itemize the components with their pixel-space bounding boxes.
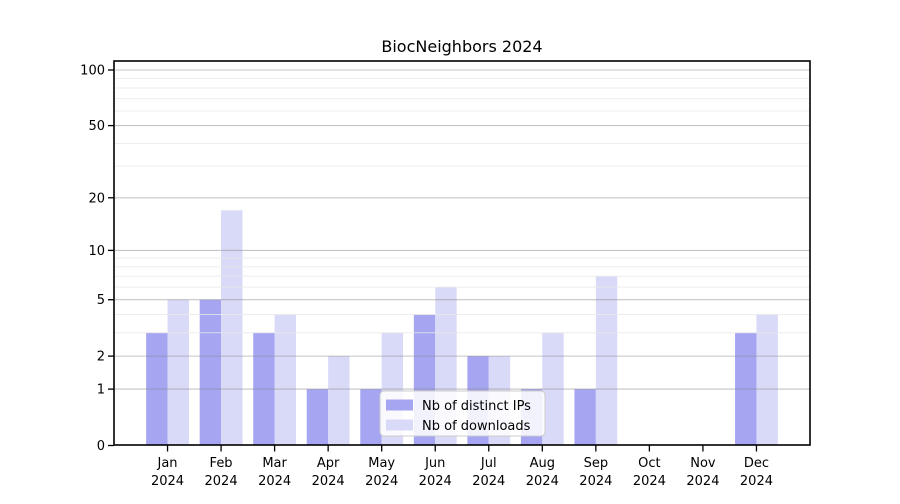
y-tick-label-1: 1 — [97, 383, 105, 398]
legend: Nb of distinct IPs Nb of downloads — [379, 390, 546, 437]
x-tick-label-year-sep: 2024 — [579, 474, 612, 489]
x-tick-label-year-jul: 2024 — [472, 474, 505, 489]
legend-swatch-downloads — [386, 419, 413, 431]
x-tick-label-month-sep: Sep — [584, 456, 609, 471]
x-tick-label-year-oct: 2024 — [633, 474, 666, 489]
x-tick-label-year-dec: 2024 — [740, 474, 773, 489]
bar-apr-downloads — [328, 356, 350, 446]
chart-title: BiocNeighbors 2024 — [381, 37, 542, 56]
bar-apr-distinct-ips — [306, 389, 329, 446]
x-tick-label-month-apr: Apr — [317, 456, 340, 471]
x-tick-label-year-feb: 2024 — [205, 474, 238, 489]
plot-frame — [113, 60, 811, 446]
y-tick-label-2: 2 — [97, 350, 105, 365]
legend-label-distinct-ips: Nb of distinct IPs — [422, 399, 531, 414]
y-tick-label-5: 5 — [97, 293, 105, 308]
bar-sep-downloads — [595, 276, 618, 446]
y-tick-label-100: 100 — [80, 64, 105, 79]
legend-label-downloads: Nb of downloads — [422, 419, 531, 434]
x-tick-label-month-oct: Oct — [638, 456, 660, 471]
legend-swatch-distinct-ips — [386, 399, 413, 411]
bar-may-distinct-ips — [360, 389, 382, 446]
grid-layer — [114, 69, 810, 390]
legend-box — [379, 390, 546, 437]
bar-dec-downloads — [756, 314, 778, 446]
x-tick-label-month-jul: Jul — [480, 456, 497, 471]
y-tick-label-10: 10 — [88, 244, 105, 259]
y-tick-label-0: 0 — [97, 439, 105, 454]
x-tick-label-year-aug: 2024 — [526, 474, 559, 489]
ticks-layer: 0 1 2 5 10 20 50 100 Jan 2024 Feb 2024 Mar 2024 Apr 202… — [80, 64, 773, 490]
x-tick-label-year-jun: 2024 — [419, 474, 452, 489]
x-tick-label-month-feb: Feb — [210, 456, 233, 471]
x-tick-label-year-nov: 2024 — [686, 474, 719, 489]
x-tick-label-month-dec: Dec — [744, 456, 769, 471]
x-tick-label-month-jun: Jun — [424, 456, 445, 471]
x-tick-label-month-aug: Aug — [530, 456, 555, 471]
y-tick-label-50: 50 — [88, 119, 105, 134]
bar-feb-downloads — [221, 210, 243, 446]
bar-sep-distinct-ips — [574, 389, 596, 446]
x-tick-label-year-jan: 2024 — [151, 474, 184, 489]
x-tick-label-year-may: 2024 — [365, 474, 398, 489]
y-tick-label-20: 20 — [88, 191, 105, 206]
bar-jan-downloads — [167, 299, 189, 446]
x-tick-label-month-nov: Nov — [690, 456, 716, 471]
bar-feb-distinct-ips — [199, 299, 222, 446]
x-tick-label-month-mar: Mar — [262, 456, 287, 471]
bar-mar-downloads — [274, 314, 297, 446]
x-tick-label-month-jan: Jan — [157, 456, 178, 471]
x-tick-label-month-may: May — [368, 456, 395, 471]
x-tick-label-year-mar: 2024 — [258, 474, 291, 489]
x-tick-label-year-apr: 2024 — [312, 474, 345, 489]
